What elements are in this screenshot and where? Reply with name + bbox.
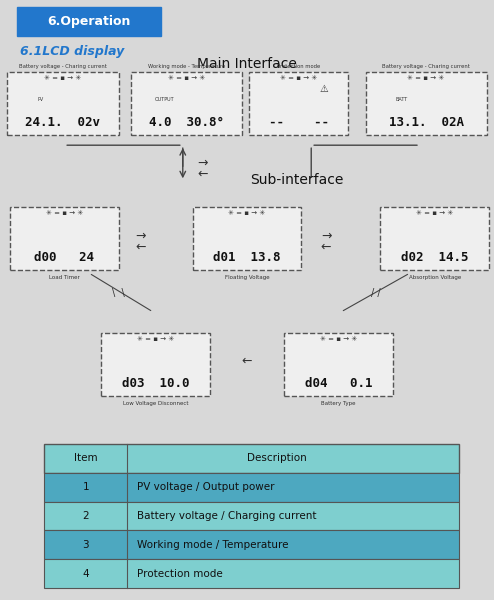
Text: Sub-interface: Sub-interface <box>249 173 343 187</box>
FancyBboxPatch shape <box>44 530 459 559</box>
Text: Floating Voltage: Floating Voltage <box>225 275 269 280</box>
Text: 4: 4 <box>82 569 89 578</box>
Text: d02  14.5: d02 14.5 <box>401 251 468 264</box>
Text: --    --: -- -- <box>269 116 329 129</box>
Text: Battery Type: Battery Type <box>321 401 356 406</box>
Text: PV voltage / Output power: PV voltage / Output power <box>137 482 275 492</box>
Text: d03  10.0: d03 10.0 <box>122 377 189 390</box>
Text: d04   0.1: d04 0.1 <box>305 377 372 390</box>
Text: Absorption Voltage: Absorption Voltage <box>409 275 461 280</box>
FancyBboxPatch shape <box>44 559 459 588</box>
Text: \  \: \ \ <box>112 288 125 298</box>
FancyBboxPatch shape <box>193 207 301 270</box>
Text: Load Timer: Load Timer <box>49 275 80 280</box>
Text: 6.Operation: 6.Operation <box>47 15 130 28</box>
Text: ✳ = ▪ → ✳: ✳ = ▪ → ✳ <box>280 75 318 81</box>
FancyBboxPatch shape <box>284 333 393 396</box>
Text: ✳ = ▪ → ✳: ✳ = ▪ → ✳ <box>137 336 174 342</box>
Text: ✳ = ▪ → ✳: ✳ = ▪ → ✳ <box>45 210 83 216</box>
FancyBboxPatch shape <box>44 473 459 502</box>
Text: Protection mode: Protection mode <box>137 569 223 578</box>
FancyBboxPatch shape <box>101 333 210 396</box>
Text: ←: ← <box>198 167 208 181</box>
Text: d01  13.8: d01 13.8 <box>213 251 281 264</box>
FancyBboxPatch shape <box>44 444 459 473</box>
Text: BATT: BATT <box>396 97 408 102</box>
Text: ✳ = ▪ → ✳: ✳ = ▪ → ✳ <box>44 75 82 81</box>
Text: 4.0  30.8°: 4.0 30.8° <box>149 116 224 129</box>
Text: Battery voltage - Charing current: Battery voltage - Charing current <box>382 64 470 69</box>
Text: Working mode - Temperature: Working mode - Temperature <box>148 64 225 69</box>
Text: 1: 1 <box>82 482 89 492</box>
Text: →: → <box>198 157 208 170</box>
Text: 13.1.  02A: 13.1. 02A <box>389 116 463 129</box>
FancyBboxPatch shape <box>131 72 242 135</box>
Text: d00   24: d00 24 <box>34 251 94 264</box>
FancyBboxPatch shape <box>380 207 489 270</box>
Text: Item: Item <box>74 454 98 463</box>
Text: Protection mode: Protection mode <box>277 64 321 69</box>
Text: Battery voltage - Charing current: Battery voltage - Charing current <box>19 64 107 69</box>
Text: / /: / / <box>370 288 380 298</box>
Text: Working mode / Temperature: Working mode / Temperature <box>137 540 289 550</box>
Text: Main Interface: Main Interface <box>197 57 297 71</box>
Text: ←: ← <box>321 241 331 254</box>
Text: Low Voltage Disconnect: Low Voltage Disconnect <box>123 401 188 406</box>
FancyBboxPatch shape <box>17 7 161 36</box>
Text: ⚠: ⚠ <box>319 84 328 94</box>
Text: 3: 3 <box>82 540 89 550</box>
Text: ✳ = ▪ → ✳: ✳ = ▪ → ✳ <box>228 210 266 216</box>
Text: →: → <box>135 229 146 242</box>
Text: ✳ = ▪ → ✳: ✳ = ▪ → ✳ <box>168 75 205 81</box>
FancyBboxPatch shape <box>366 72 487 135</box>
Text: Description: Description <box>247 454 307 463</box>
Text: ←: ← <box>135 241 146 254</box>
Text: →: → <box>321 229 331 242</box>
Text: 6.1LCD display: 6.1LCD display <box>20 44 124 58</box>
FancyBboxPatch shape <box>249 72 348 135</box>
Text: Battery voltage / Charging current: Battery voltage / Charging current <box>137 511 317 521</box>
Text: PV: PV <box>38 97 44 102</box>
Text: 2: 2 <box>82 511 89 521</box>
Text: ←: ← <box>242 355 252 368</box>
Text: OUTPUT: OUTPUT <box>155 97 174 102</box>
FancyBboxPatch shape <box>7 72 119 135</box>
Text: 24.1.  02v: 24.1. 02v <box>26 116 100 129</box>
FancyBboxPatch shape <box>44 502 459 530</box>
FancyBboxPatch shape <box>10 207 119 270</box>
Text: ✳ = ▪ → ✳: ✳ = ▪ → ✳ <box>320 336 357 342</box>
Text: ✳ = ▪ → ✳: ✳ = ▪ → ✳ <box>408 75 445 81</box>
Text: ✳ = ▪ → ✳: ✳ = ▪ → ✳ <box>416 210 453 216</box>
